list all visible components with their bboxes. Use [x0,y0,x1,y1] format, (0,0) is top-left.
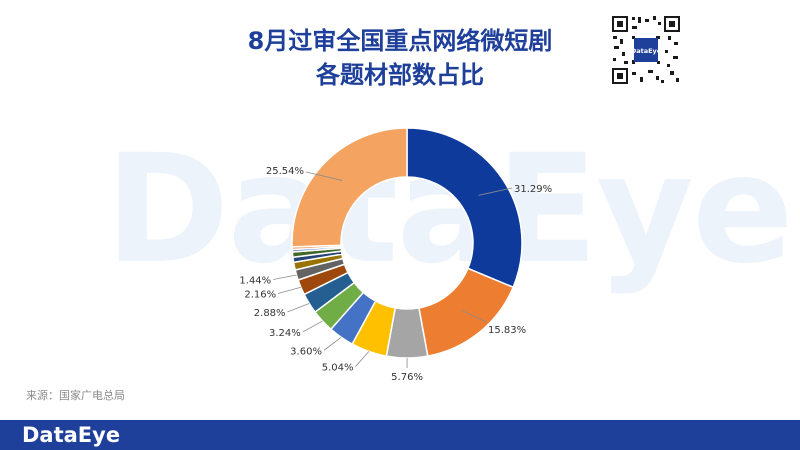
leader-line [305,171,343,181]
donut-slice [291,127,408,248]
chart-title: 8月过审全国重点网络微短剧 各题材部数占比 [0,24,800,92]
footer-bar: DataEye [0,420,800,450]
data-label: 15.83% [488,325,526,336]
qr-code: DataEye [610,14,682,86]
data-label: 5.04% [322,363,354,374]
qr-badge-text: DataEye [631,47,662,55]
data-label: 1.44% [239,276,271,287]
footer-logo: DataEye [22,423,121,447]
data-label: 3.24% [269,328,301,339]
data-label: 5.76% [391,372,423,383]
leader-line [302,320,323,333]
data-label: 31.29% [514,184,552,195]
data-label: 3.60% [290,346,322,357]
leader-line [287,303,310,313]
title-line-2: 各题材部数占比 [316,61,484,89]
leader-line [273,274,297,280]
leader-line [478,187,513,196]
leader-line [278,286,301,294]
data-label: 2.16% [244,289,276,300]
data-label: 2.88% [254,308,286,319]
donut-slice [406,127,523,289]
source-note: 来源：国家广电总局 [26,389,125,402]
leader-line [323,336,342,351]
data-label: 25.54% [266,166,304,177]
leader-line [460,309,487,323]
title-line-1: 8月过审全国重点网络微短剧 [247,27,553,55]
leader-line [355,351,370,367]
